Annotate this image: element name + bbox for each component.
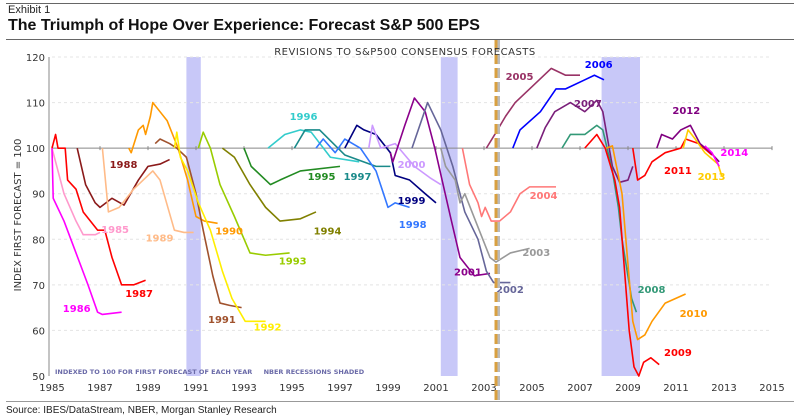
series-label-2002: 2002 [496, 285, 524, 296]
x-tick-label: 2013 [711, 383, 736, 394]
series-label-1994: 1994 [314, 227, 342, 238]
series-line-2006 [512, 74, 605, 149]
series-label-1996: 1996 [290, 112, 318, 123]
y-tick-label: 60 [32, 326, 45, 337]
chart-title: REVISIONS TO S&P500 CONSENSUS FORECASTS [274, 47, 536, 58]
x-tick-label: 2003 [471, 383, 496, 394]
x-tick-label: 1991 [183, 383, 208, 394]
x-tick-label: 2009 [615, 383, 640, 394]
series-label-2006: 2006 [585, 60, 613, 71]
series-line-1994 [221, 147, 317, 222]
series-line-2000 [368, 124, 442, 186]
series-line-1995 [243, 147, 341, 186]
series-line-2010 [606, 145, 686, 341]
x-tick-label: 1985 [39, 383, 64, 394]
series-label-2014: 2014 [720, 148, 748, 159]
x-tick-label: 1997 [327, 383, 352, 394]
series-label-2004: 2004 [530, 191, 558, 202]
x-tick-label: 1995 [279, 383, 304, 394]
series-line-2008 [561, 124, 638, 313]
series-line-2007 [536, 99, 634, 184]
series-label-1991: 1991 [208, 315, 236, 326]
x-tick-label: 1989 [135, 383, 160, 394]
recession-band [186, 57, 201, 376]
series-line-1985 [51, 147, 101, 236]
x-tick-label: 2015 [759, 383, 784, 394]
y-tick-label: 50 [32, 372, 45, 383]
series-line-2012 [656, 124, 720, 163]
series-label-2008: 2008 [638, 285, 666, 296]
series-line-1996 [267, 129, 360, 163]
series-label-2012: 2012 [672, 106, 700, 117]
series-label-1998: 1998 [399, 220, 427, 231]
series-line-2003 [440, 147, 530, 263]
series-label-1997: 1997 [344, 172, 372, 183]
series-label-2011: 2011 [664, 166, 692, 177]
y-tick-label: 120 [26, 53, 45, 64]
series-line-2011 [632, 138, 713, 181]
series-line-1998 [315, 138, 410, 209]
x-tick-label: 2011 [663, 383, 688, 394]
series-line-2009 [584, 133, 660, 377]
y-tick-label: 90 [32, 190, 45, 201]
series-label-1993: 1993 [279, 256, 307, 267]
y-tick-label: 80 [32, 235, 45, 246]
series-label-1995: 1995 [308, 172, 336, 183]
series-label-1990: 1990 [215, 227, 243, 238]
series-line-1987 [51, 133, 146, 286]
series-label-1986: 1986 [63, 304, 91, 315]
x-tick-label: 1987 [87, 383, 112, 394]
y-tick-label: 110 [26, 99, 45, 110]
series-label-2001: 2001 [454, 268, 482, 279]
source-note: Source: IBES/DataStream, NBER, Morgan St… [6, 405, 277, 416]
series-line-1990 [128, 101, 218, 225]
series-label-1985: 1985 [101, 225, 129, 236]
series-line-1986 [51, 148, 122, 316]
y-tick-label: 100 [26, 144, 45, 155]
series-label-2007: 2007 [574, 99, 602, 110]
series-line-1997 [293, 129, 391, 168]
series-line-2002 [411, 101, 511, 284]
series-label-2009: 2009 [664, 348, 692, 359]
series-label-1992: 1992 [254, 322, 282, 333]
series-label-1988: 1988 [110, 160, 138, 171]
footer-rule [6, 401, 794, 402]
series-line-2014 [704, 145, 720, 167]
exhibit-label: Exhibit 1 [8, 4, 51, 16]
series-label-1989: 1989 [146, 234, 174, 245]
recession-band [440, 57, 458, 376]
series-label-2013: 2013 [698, 172, 726, 183]
chart-note: INDEXED TO 100 FOR FIRST FORECAST OF EAC… [55, 368, 365, 376]
series-line-1989 [101, 148, 194, 234]
series-line-2004 [461, 147, 556, 222]
y-tick-label: 70 [32, 281, 45, 292]
x-tick-label: 2001 [423, 383, 448, 394]
series-label-2005: 2005 [506, 72, 534, 83]
x-tick-label: 1999 [375, 383, 400, 394]
x-tick-label: 2005 [519, 383, 544, 394]
series-line-1988 [76, 147, 170, 209]
series-label-2000: 2000 [398, 160, 426, 171]
series-line-1993 [197, 131, 290, 257]
header-bottom-rule [6, 39, 794, 40]
series-line-1992 [173, 131, 266, 323]
y-axis-label: INDEX FIRST FORECAST = 100 [13, 139, 24, 292]
series-label-2003: 2003 [522, 248, 550, 259]
x-tick-label: 2007 [567, 383, 592, 394]
series-label-1987: 1987 [125, 289, 153, 300]
header-top-rule [6, 3, 794, 4]
series-line-2001 [389, 97, 491, 277]
series-label-2010: 2010 [680, 309, 708, 320]
page-title: The Triumph of Hope Over Experience: For… [8, 17, 480, 34]
x-tick-label: 1993 [231, 383, 256, 394]
series-label-1999: 1999 [398, 196, 426, 207]
